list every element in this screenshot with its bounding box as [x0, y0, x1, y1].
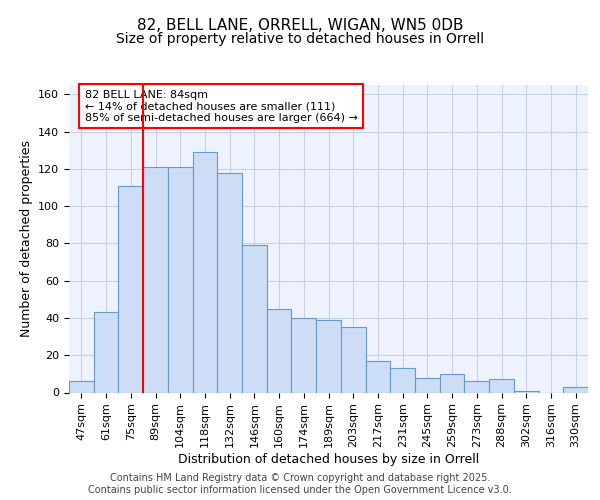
Bar [316, 320, 341, 392]
Bar [415, 378, 440, 392]
Bar [143, 167, 168, 392]
Bar [217, 172, 242, 392]
Text: 82 BELL LANE: 84sqm
← 14% of detached houses are smaller (111)
85% of semi-detac: 82 BELL LANE: 84sqm ← 14% of detached ho… [85, 90, 358, 123]
Text: Size of property relative to detached houses in Orrell: Size of property relative to detached ho… [116, 32, 484, 46]
Text: Contains HM Land Registry data © Crown copyright and database right 2025.
Contai: Contains HM Land Registry data © Crown c… [88, 474, 512, 495]
Bar [118, 186, 143, 392]
Bar [365, 361, 390, 392]
Bar [390, 368, 415, 392]
Y-axis label: Number of detached properties: Number of detached properties [20, 140, 32, 337]
Bar [193, 152, 217, 392]
Bar [489, 380, 514, 392]
Bar [94, 312, 118, 392]
Bar [464, 382, 489, 392]
Bar [69, 382, 94, 392]
Text: 82, BELL LANE, ORRELL, WIGAN, WN5 0DB: 82, BELL LANE, ORRELL, WIGAN, WN5 0DB [137, 18, 463, 32]
Bar [168, 167, 193, 392]
Bar [242, 246, 267, 392]
X-axis label: Distribution of detached houses by size in Orrell: Distribution of detached houses by size … [178, 453, 479, 466]
Bar [267, 308, 292, 392]
Bar [292, 318, 316, 392]
Bar [563, 387, 588, 392]
Bar [440, 374, 464, 392]
Bar [514, 390, 539, 392]
Bar [341, 328, 365, 392]
